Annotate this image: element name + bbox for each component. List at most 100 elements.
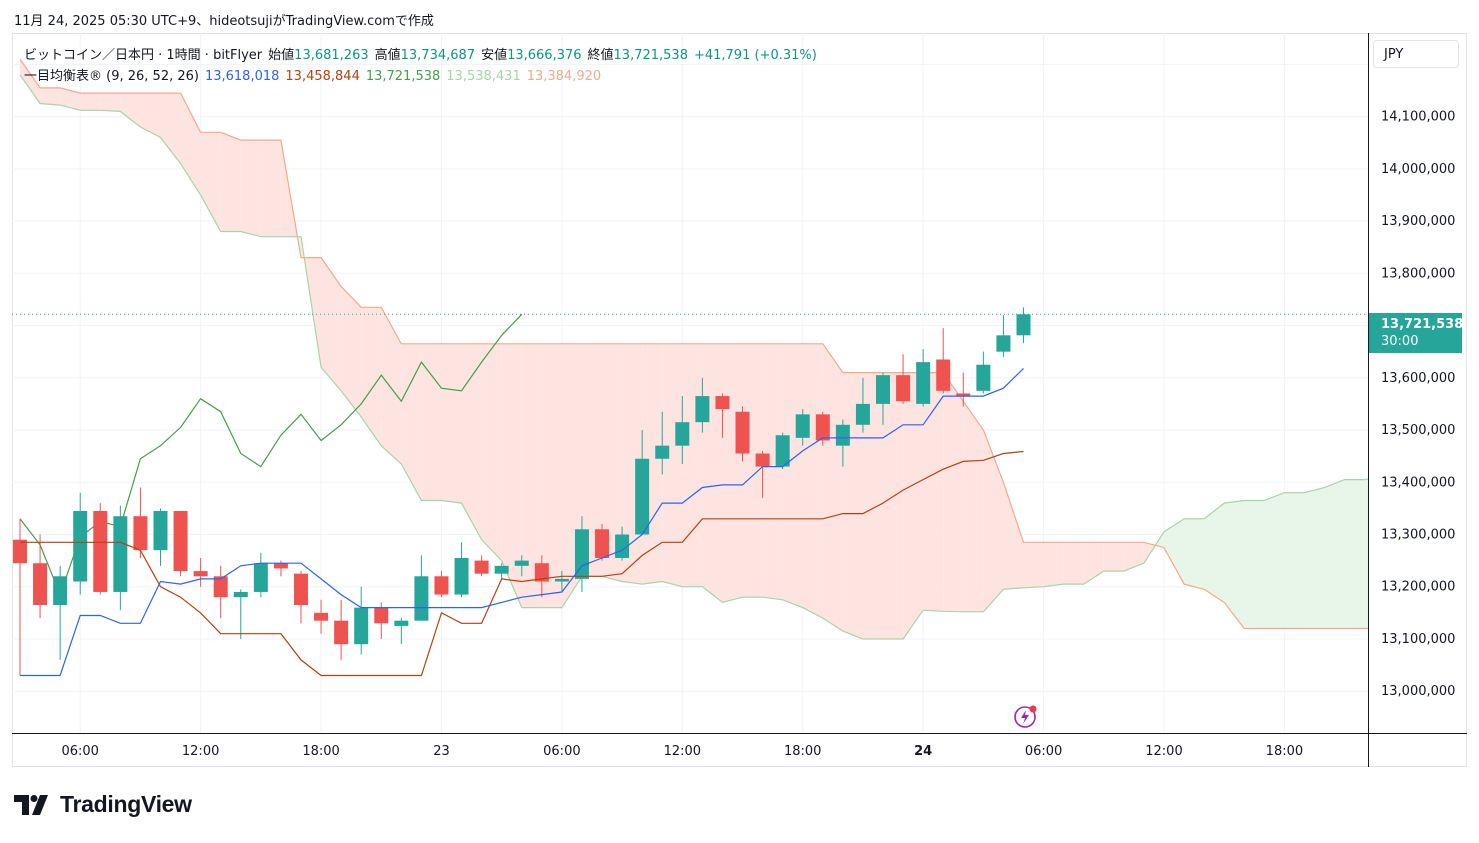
leading-span-b-line bbox=[19, 58, 1368, 630]
close-value: 13,721,538 bbox=[613, 48, 688, 63]
candle-body bbox=[1016, 314, 1031, 336]
cloud-segment bbox=[762, 343, 783, 600]
candle-body bbox=[334, 620, 349, 645]
candle-body bbox=[173, 510, 188, 572]
cloud-segment bbox=[40, 87, 61, 106]
low-value: 13,666,376 bbox=[507, 48, 582, 63]
candle bbox=[936, 328, 951, 394]
candle-body bbox=[976, 364, 991, 391]
cloud-segment bbox=[120, 93, 141, 128]
x-tick-label: 24 bbox=[914, 744, 932, 759]
change-value: +41,791 (+0.31%) bbox=[693, 48, 817, 63]
candle-body bbox=[293, 573, 308, 606]
candle bbox=[534, 555, 549, 598]
high-value: 13,734,687 bbox=[400, 48, 476, 63]
candle-body bbox=[936, 359, 951, 391]
candle-body bbox=[595, 529, 610, 558]
cloud-segment bbox=[1264, 492, 1285, 629]
candle bbox=[93, 503, 108, 595]
candle bbox=[33, 534, 48, 619]
candle-body bbox=[775, 435, 790, 467]
cloud-segment bbox=[421, 343, 442, 501]
candle-body bbox=[635, 458, 650, 535]
candle bbox=[835, 419, 850, 467]
candle bbox=[394, 618, 409, 645]
currency-selector[interactable]: JPY bbox=[1373, 40, 1459, 68]
last-price-value: 13,721,538 bbox=[1381, 317, 1464, 332]
cloud-segment bbox=[702, 343, 723, 603]
brand-logo[interactable]: TradingView bbox=[14, 791, 192, 818]
candle-body bbox=[735, 411, 750, 454]
cloud-segment bbox=[1163, 518, 1185, 585]
cloud-segment bbox=[381, 307, 402, 464]
candle-body bbox=[93, 510, 108, 592]
candle bbox=[193, 558, 208, 587]
candle bbox=[855, 377, 870, 433]
y-tick-label: 13,300,000 bbox=[1381, 527, 1455, 542]
symbol-title[interactable]: ビットコイン／日本円 · 1時間 · bitFlyer bbox=[24, 48, 263, 63]
candle-body bbox=[33, 563, 48, 606]
candle-body bbox=[554, 578, 569, 582]
indicator-name[interactable]: 一目均衡表® (9, 26, 52, 26) bbox=[24, 69, 199, 84]
high-label: 高値 bbox=[374, 48, 401, 63]
plot-area bbox=[12, 33, 1368, 733]
chart-frame bbox=[12, 33, 1467, 767]
cloud-segment bbox=[1204, 503, 1225, 603]
cloud-segment bbox=[1043, 542, 1064, 587]
cloud-segment bbox=[983, 430, 1004, 612]
candle-body bbox=[715, 396, 730, 410]
cloud-segment bbox=[883, 372, 904, 639]
cloud-segment bbox=[1224, 500, 1245, 629]
candle-body bbox=[815, 414, 830, 441]
candle bbox=[896, 354, 911, 404]
cloud-segment bbox=[862, 372, 884, 639]
ohlc-row: ビットコイン／日本円 · 1時間 · bitFlyer 始値13,681,263 高… bbox=[24, 45, 823, 66]
cloud-segment bbox=[1344, 479, 1365, 629]
y-tick-label: 13,400,000 bbox=[1381, 475, 1455, 490]
cloud-segment bbox=[60, 87, 81, 111]
cloud-segment bbox=[461, 343, 482, 540]
candle bbox=[73, 492, 88, 595]
candle-body bbox=[956, 393, 971, 397]
candle bbox=[655, 411, 670, 475]
candle bbox=[113, 505, 128, 611]
cloud-segment bbox=[100, 93, 121, 112]
candle bbox=[314, 599, 329, 634]
x-tick-label: 06:00 bbox=[543, 744, 580, 759]
conversion-value: 13,618,018 bbox=[204, 69, 280, 84]
cloud-segment bbox=[1184, 518, 1205, 590]
candle-body bbox=[574, 529, 589, 579]
candle-body bbox=[233, 591, 248, 598]
candle-body bbox=[474, 560, 489, 574]
x-tick-label: 23 bbox=[433, 744, 450, 759]
candle bbox=[434, 571, 449, 598]
candle-body bbox=[253, 563, 268, 592]
cloud-segment bbox=[1284, 492, 1305, 629]
candle bbox=[514, 555, 529, 577]
candle bbox=[735, 406, 750, 462]
candle bbox=[996, 315, 1011, 357]
candle-body bbox=[434, 576, 449, 595]
candle-body bbox=[695, 396, 710, 423]
lightning-icon[interactable] bbox=[1012, 703, 1038, 729]
y-tick-label: 14,000,000 bbox=[1381, 162, 1455, 177]
cloud-segment bbox=[80, 93, 101, 111]
cloud-segment bbox=[1023, 542, 1044, 588]
x-tick-label: 12:00 bbox=[182, 744, 219, 759]
candle-body bbox=[835, 424, 850, 446]
price-chart[interactable]: 13,000,000 13,100,000 13,200,000 13,300,000… bbox=[12, 33, 1467, 767]
candle-body bbox=[514, 560, 529, 566]
cloud-segment bbox=[1324, 479, 1345, 629]
y-tick-label: 13,200,000 bbox=[1381, 580, 1455, 595]
close-label: 終値 bbox=[587, 48, 614, 63]
cloud-segment bbox=[602, 343, 623, 582]
candle bbox=[916, 349, 931, 407]
cloud-segment bbox=[662, 343, 683, 587]
candle-body bbox=[153, 510, 168, 551]
candle-body bbox=[855, 403, 870, 425]
cloud-segment bbox=[200, 132, 221, 232]
candle bbox=[876, 372, 891, 425]
x-tick-label: 18:00 bbox=[1266, 744, 1303, 759]
cloud-segment bbox=[963, 401, 984, 612]
cloud-segment bbox=[160, 93, 181, 164]
